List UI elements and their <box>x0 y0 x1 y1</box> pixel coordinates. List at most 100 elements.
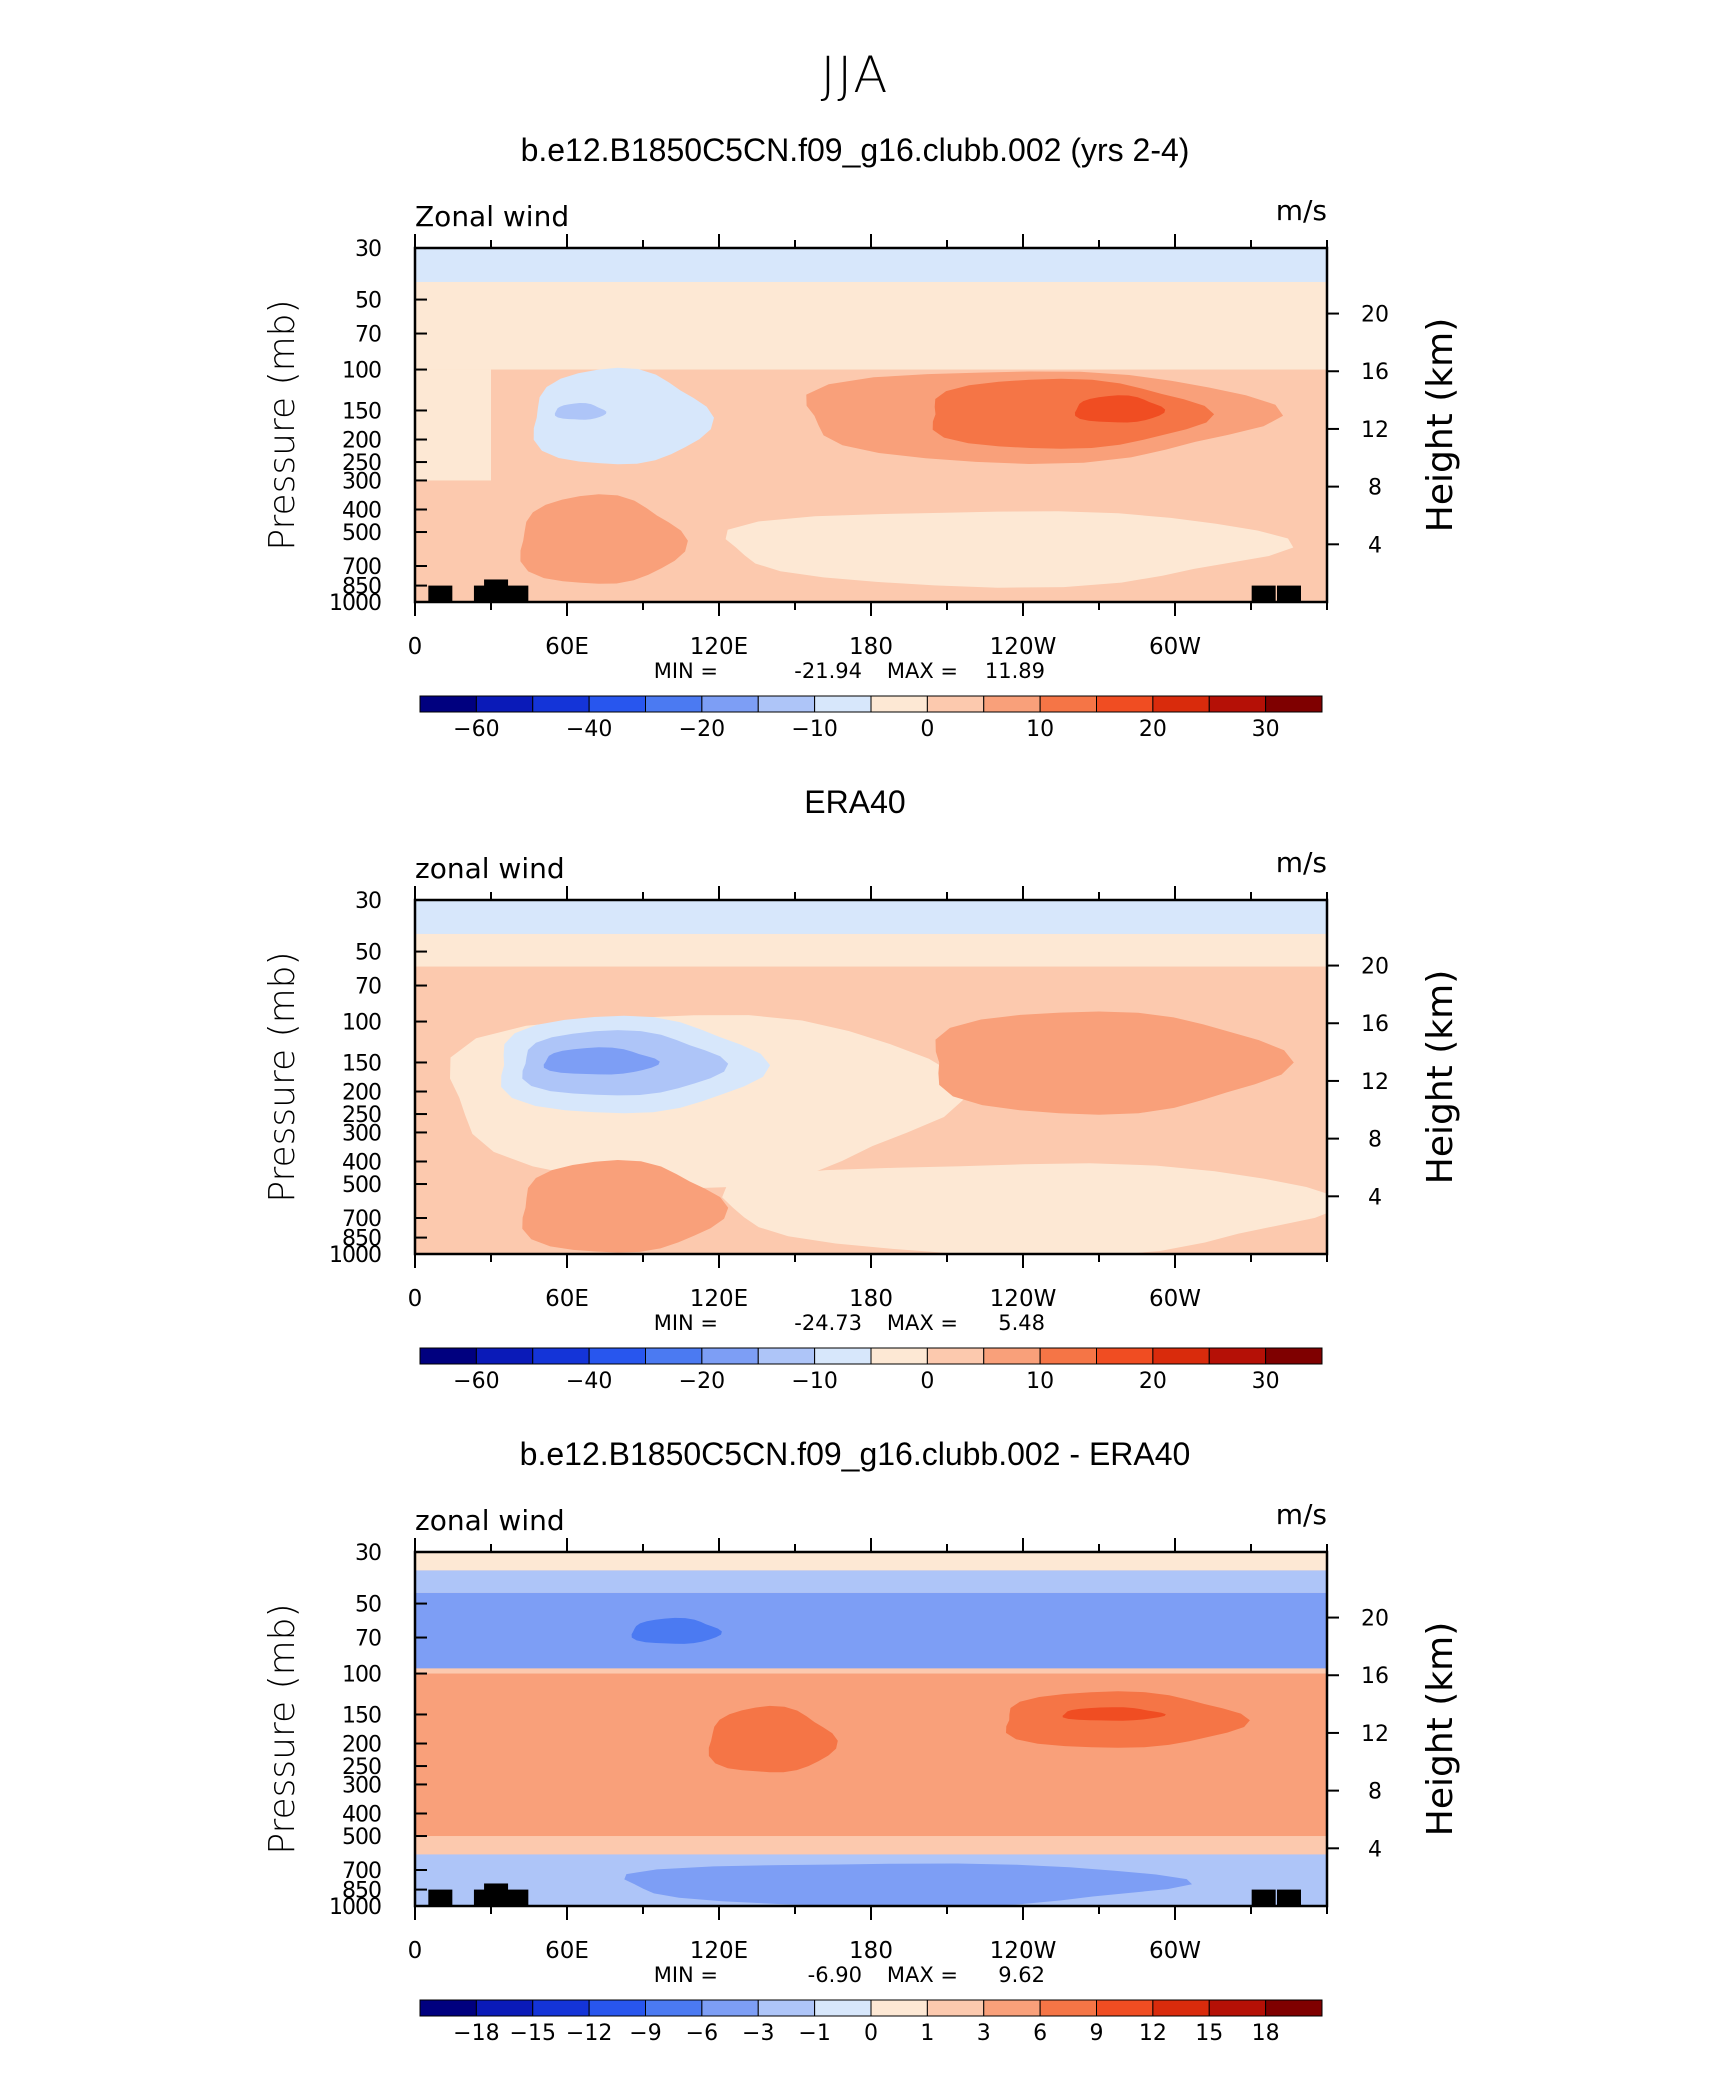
height-tick-label: 4 <box>1368 533 1382 558</box>
colorbar-swatch <box>1039 1347 1097 1365</box>
contour-band <box>415 900 1327 934</box>
variable-label: zonal wind <box>415 1504 565 1537</box>
colorbar-label: 6 <box>1033 2021 1047 2046</box>
contour-region <box>708 1705 838 1773</box>
colorbar-label: −1 <box>798 2021 830 2046</box>
colorbar-label: 10 <box>1026 717 1054 742</box>
contour-field <box>415 900 1327 1254</box>
colorbar-swatch <box>926 1347 985 1365</box>
pressure-tick-label: 700 <box>342 555 381 580</box>
pressure-tick-label: 300 <box>342 1773 381 1798</box>
longitude-tick-label: 120E <box>690 634 748 660</box>
contour-jet <box>533 367 714 465</box>
panel-difference-plot: 3050701001502002503004005007008501000201… <box>262 1498 1461 2046</box>
colorbar-swatch <box>1152 695 1210 713</box>
colorbar-swatch <box>1096 1347 1154 1365</box>
colorbar-swatch <box>419 695 477 713</box>
longitude-tick-label: 60W <box>1149 634 1201 660</box>
panel-era40-plot: 3050701001502002503004005007008501000201… <box>262 846 1461 1394</box>
pressure-tick-label: 1000 <box>329 591 381 616</box>
height-tick-label: 16 <box>1361 1664 1389 1689</box>
colorbar-swatch <box>475 1347 534 1365</box>
pressure-tick-label: 300 <box>342 1121 381 1146</box>
colorbar-swatch <box>588 1347 646 1365</box>
max-value: 9.62 <box>998 1963 1045 1987</box>
y-axis-label: Pressure (mb) <box>262 1603 303 1854</box>
colorbar-label: 12 <box>1139 2021 1167 2046</box>
colorbar-swatch <box>757 1347 816 1365</box>
max-value: 11.89 <box>985 659 1045 683</box>
min-label: MIN = <box>654 1963 718 1987</box>
max-label: MAX = <box>887 1311 958 1335</box>
pressure-tick-label: 30 <box>355 1541 381 1566</box>
colorbar-label: −3 <box>742 2021 774 2046</box>
contour-field <box>415 1552 1327 1906</box>
contour-jet <box>554 403 607 420</box>
pressure-tick-label: 70 <box>355 975 381 1000</box>
colorbar-swatch <box>701 695 759 713</box>
height-tick-label: 12 <box>1361 418 1389 443</box>
colorbar-swatch <box>419 1347 477 1365</box>
colorbar-label: −15 <box>510 2021 556 2046</box>
colorbar-label: −9 <box>629 2021 661 2046</box>
colorbar-swatch <box>983 1999 1041 2017</box>
longitude-tick-label: 120W <box>990 1286 1057 1312</box>
colorbar-label: −20 <box>679 1369 725 1394</box>
topography-bar <box>1251 585 1276 602</box>
colorbar-swatch <box>1208 1999 1267 2017</box>
height-tick-label: 8 <box>1368 476 1382 501</box>
pressure-tick-label: 500 <box>342 521 381 546</box>
colorbar-swatch <box>419 1999 477 2017</box>
pressure-tick-label: 200 <box>342 1733 381 1758</box>
colorbar-swatch <box>588 695 646 713</box>
contour-region <box>935 1011 1294 1115</box>
colorbar-swatch <box>1265 695 1323 713</box>
contour-band <box>415 933 1327 967</box>
topography-bar <box>504 1889 529 1906</box>
topography-bar <box>428 585 453 602</box>
pressure-tick-label: 400 <box>342 1802 381 1827</box>
panel-model-plot: 3050701001502002503004005007008501000201… <box>262 194 1461 742</box>
pressure-tick-label: 150 <box>342 1703 381 1728</box>
longitude-tick-label: 120W <box>990 634 1057 660</box>
pressure-tick-label: 150 <box>342 399 381 424</box>
contour-jet <box>543 1047 660 1075</box>
longitude-tick-label: 120W <box>990 1938 1057 1964</box>
height-tick-label: 4 <box>1368 1837 1382 1862</box>
contour-field <box>415 248 1327 602</box>
contour-region <box>722 1163 1327 1254</box>
colorbar-swatch <box>588 1999 646 2017</box>
pressure-tick-label: 70 <box>355 323 381 348</box>
longitude-tick-label: 120E <box>690 1938 748 1964</box>
colorbar-swatch <box>1208 695 1267 713</box>
pressure-tick-label: 500 <box>342 1173 381 1198</box>
y2-axis-label: Height (km) <box>1420 318 1461 532</box>
height-tick-label: 16 <box>1361 360 1389 385</box>
contour-region <box>624 1863 1192 1906</box>
colorbar-swatch <box>645 695 703 713</box>
panel-title-difference: b.e12.B1850C5CN.f09_g16.clubb.002 - ERA4… <box>519 1436 1191 1472</box>
longitude-tick-label: 120E <box>690 1286 748 1312</box>
units-label: m/s <box>1276 1498 1327 1531</box>
colorbar-swatch <box>983 695 1041 713</box>
topography-bar <box>1251 1889 1276 1906</box>
longitude-tick-label: 60E <box>545 1286 589 1312</box>
colorbar-label: −60 <box>453 1369 499 1394</box>
units-label: m/s <box>1276 846 1327 879</box>
colorbar-swatch <box>701 1999 759 2017</box>
pressure-tick-label: 100 <box>342 1663 381 1688</box>
colorbar-label: 15 <box>1195 2021 1223 2046</box>
height-tick-label: 12 <box>1361 1070 1389 1095</box>
colorbar-label: 30 <box>1252 1369 1280 1394</box>
longitude-tick-label: 0 <box>408 634 423 660</box>
height-tick-label: 8 <box>1368 1128 1382 1153</box>
longitude-tick-label: 180 <box>849 1938 893 1964</box>
units-label: m/s <box>1276 194 1327 227</box>
colorbar-label: 0 <box>864 2021 878 2046</box>
topography-bar <box>504 585 529 602</box>
colorbar-swatch <box>532 1347 590 1365</box>
colorbar-label: 1 <box>920 2021 934 2046</box>
colorbar-swatch <box>475 1999 534 2017</box>
contour-band <box>415 1592 1327 1669</box>
contour-jet <box>1074 395 1166 423</box>
